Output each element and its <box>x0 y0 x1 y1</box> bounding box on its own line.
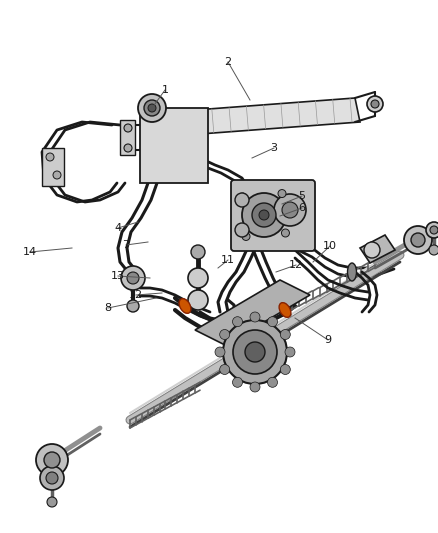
Circle shape <box>268 317 278 327</box>
Circle shape <box>121 266 145 290</box>
Circle shape <box>46 472 58 484</box>
Circle shape <box>274 194 306 226</box>
Text: 12: 12 <box>289 260 303 270</box>
Circle shape <box>220 365 230 375</box>
Circle shape <box>278 190 286 198</box>
Circle shape <box>127 272 139 284</box>
Text: 5: 5 <box>299 191 305 201</box>
Text: 12: 12 <box>129 290 143 300</box>
Circle shape <box>148 104 156 112</box>
Circle shape <box>250 312 260 322</box>
Circle shape <box>239 193 247 201</box>
Text: 14: 14 <box>23 247 37 257</box>
Circle shape <box>285 347 295 357</box>
Circle shape <box>36 444 68 476</box>
Circle shape <box>44 452 60 468</box>
Circle shape <box>53 171 61 179</box>
Polygon shape <box>360 235 395 263</box>
Circle shape <box>188 290 208 310</box>
Circle shape <box>242 232 250 240</box>
Circle shape <box>233 317 243 327</box>
Text: 13: 13 <box>111 271 125 281</box>
Circle shape <box>411 233 425 247</box>
Circle shape <box>46 153 54 161</box>
Circle shape <box>250 382 260 392</box>
Circle shape <box>282 202 298 218</box>
Bar <box>42 148 64 186</box>
Text: 3: 3 <box>271 143 278 153</box>
Text: 11: 11 <box>221 255 235 265</box>
Circle shape <box>233 330 277 374</box>
Bar <box>140 108 208 183</box>
Circle shape <box>223 320 287 384</box>
Bar <box>120 120 135 155</box>
Text: 1: 1 <box>162 85 169 95</box>
Circle shape <box>191 245 205 259</box>
Circle shape <box>429 245 438 255</box>
Circle shape <box>371 100 379 108</box>
Circle shape <box>259 210 269 220</box>
Circle shape <box>220 329 230 340</box>
Polygon shape <box>195 280 310 345</box>
Circle shape <box>404 226 432 254</box>
Circle shape <box>138 94 166 122</box>
Text: 9: 9 <box>325 335 332 345</box>
Text: 6: 6 <box>299 203 305 213</box>
Circle shape <box>40 466 64 490</box>
Text: 2: 2 <box>224 57 232 67</box>
Circle shape <box>242 193 286 237</box>
Circle shape <box>144 100 160 116</box>
Circle shape <box>124 144 132 152</box>
Circle shape <box>245 342 265 362</box>
Circle shape <box>233 377 243 387</box>
Circle shape <box>367 96 383 112</box>
Circle shape <box>188 268 208 288</box>
Circle shape <box>364 242 380 258</box>
Circle shape <box>127 300 139 312</box>
FancyBboxPatch shape <box>231 180 315 251</box>
Circle shape <box>268 377 278 387</box>
Circle shape <box>280 365 290 375</box>
Ellipse shape <box>179 298 191 313</box>
Circle shape <box>124 124 132 132</box>
Text: 8: 8 <box>104 303 112 313</box>
Ellipse shape <box>279 303 291 317</box>
Circle shape <box>252 203 276 227</box>
Circle shape <box>430 226 438 234</box>
Text: 7: 7 <box>123 240 130 250</box>
Circle shape <box>47 497 57 507</box>
Circle shape <box>235 193 249 207</box>
Circle shape <box>280 329 290 340</box>
Polygon shape <box>155 98 360 137</box>
Ellipse shape <box>347 263 357 281</box>
Text: 10: 10 <box>323 241 337 251</box>
Circle shape <box>215 347 225 357</box>
Circle shape <box>282 229 290 237</box>
Circle shape <box>235 223 249 237</box>
Circle shape <box>426 222 438 238</box>
Text: 4: 4 <box>114 223 122 233</box>
